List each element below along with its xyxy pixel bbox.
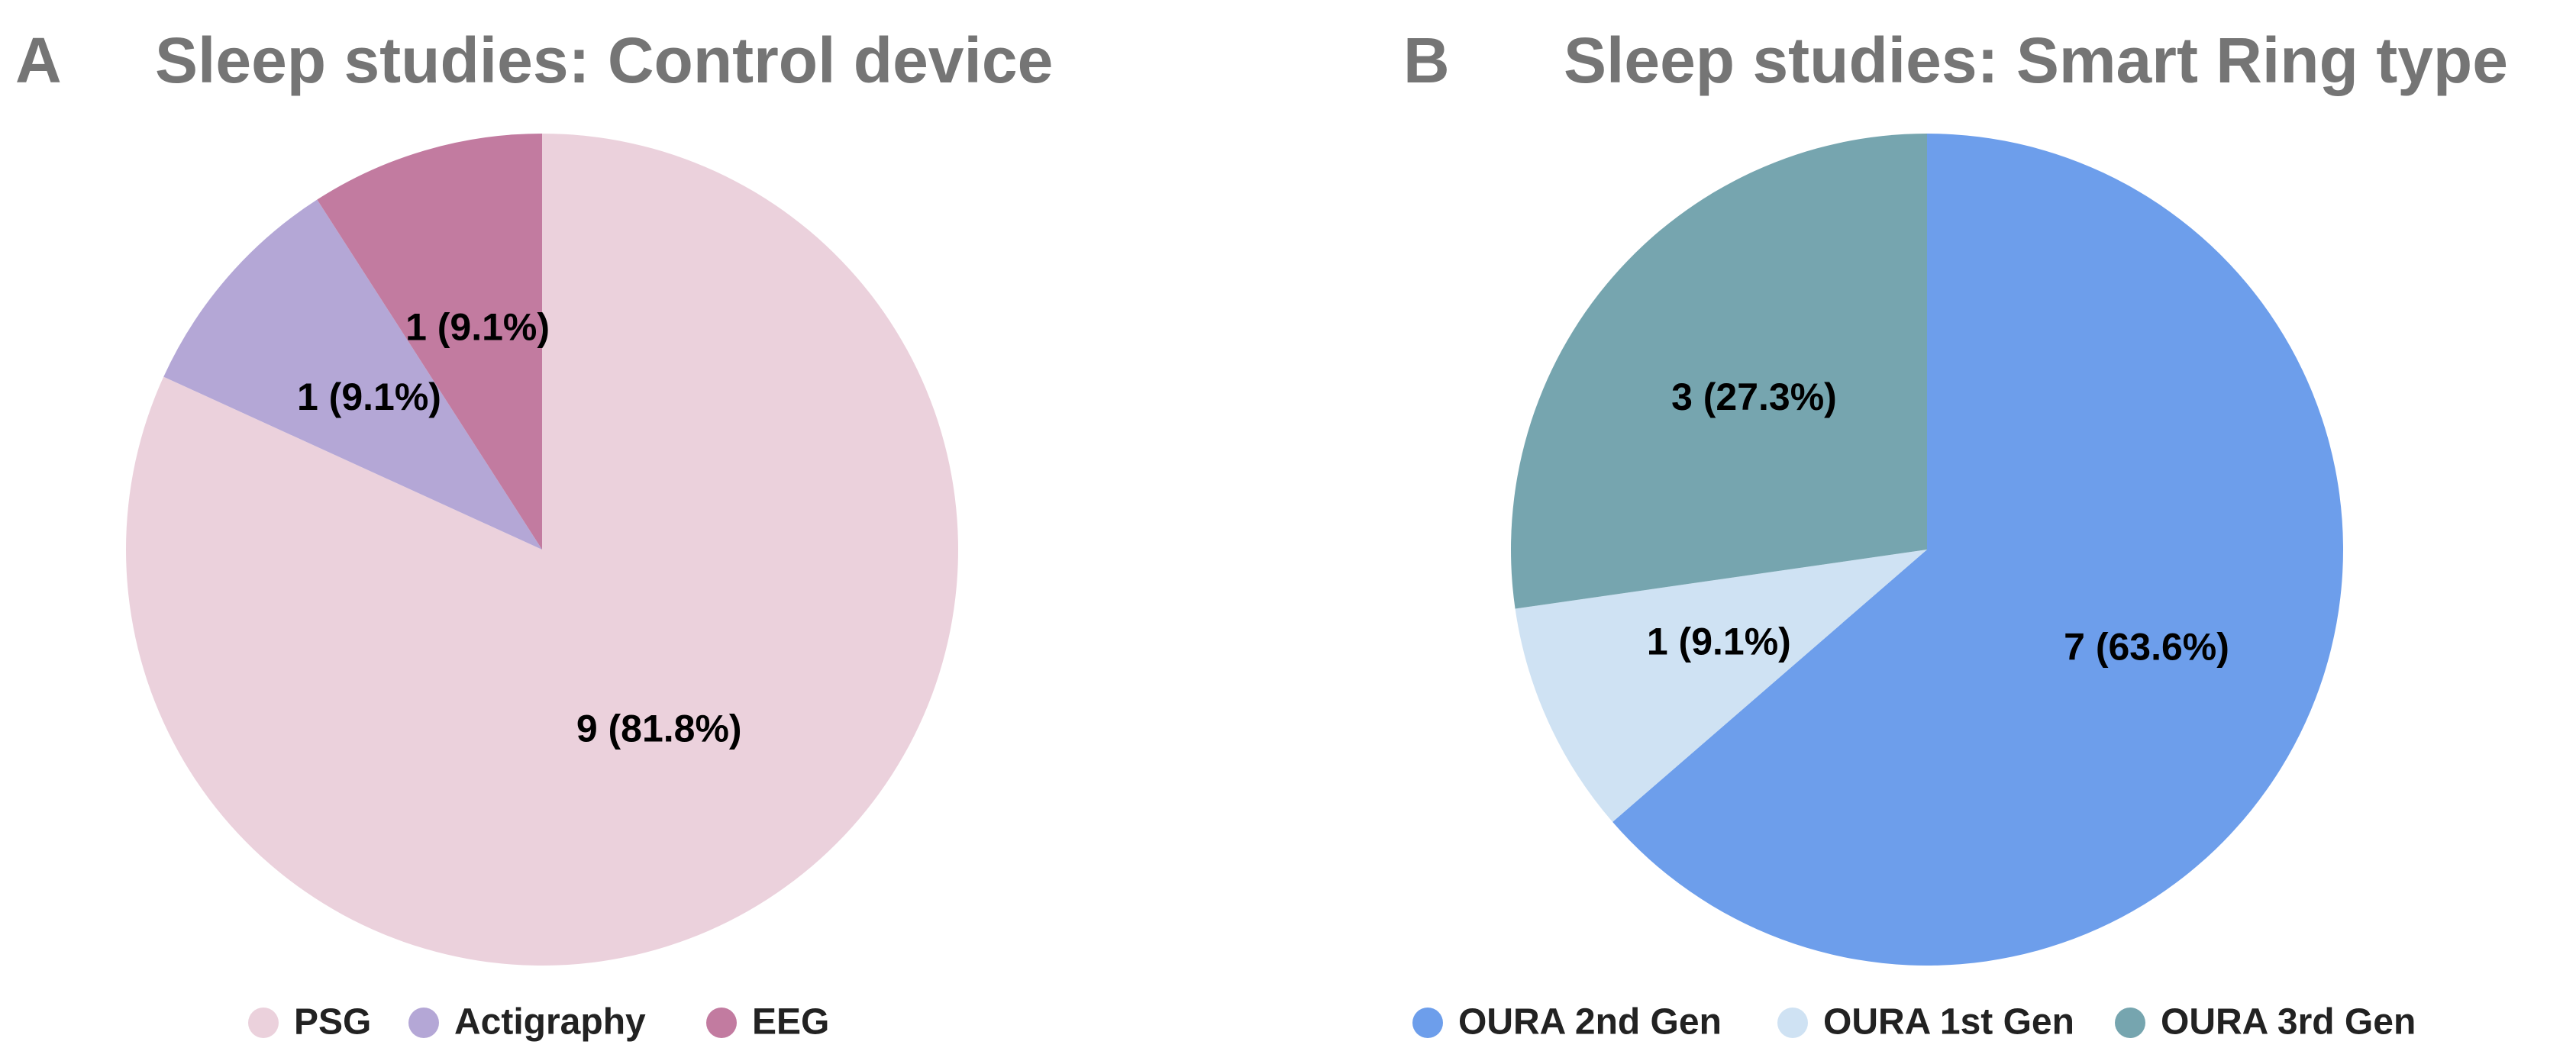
legend-item: OURA 3rd Gen xyxy=(2115,1002,2416,1043)
legend-label: OURA 3rd Gen xyxy=(2161,1002,2416,1043)
pie-slice-actigraphy xyxy=(163,199,543,550)
panel-b-legend: OURA 2nd Gen OURA 1st Gen OURA 3rd Gen xyxy=(1412,1002,2416,1043)
panel-b-slice-labels: 7 (63.6%) 1 (9.1%) 3 (27.3%) xyxy=(1647,376,2229,669)
legend-label: OURA 1st Gen xyxy=(1823,1002,2074,1043)
slice-label: 1 (9.1%) xyxy=(1647,621,1791,663)
panel-a-title: Sleep studies: Control device xyxy=(155,24,1053,96)
pie-slice-oura-1st-gen xyxy=(1515,550,1927,822)
pie-slice-psg xyxy=(125,134,958,966)
legend-swatch xyxy=(408,1008,439,1038)
slice-label: 9 (81.8%) xyxy=(576,708,742,750)
panel-b-slices xyxy=(1511,134,2344,966)
legend-swatch xyxy=(706,1008,737,1038)
panel-b: B Sleep studies: Smart Ring type 7 (63.6… xyxy=(1403,24,2508,1043)
legend-item: EEG xyxy=(706,1002,829,1043)
slice-label: 1 (9.1%) xyxy=(405,306,550,349)
pie-slice-oura-2nd-gen xyxy=(1612,134,2344,966)
legend-swatch xyxy=(2115,1008,2145,1038)
legend-label: OURA 2nd Gen xyxy=(1458,1002,1722,1043)
panel-b-letter: B xyxy=(1403,24,1450,96)
slice-label: 3 (27.3%) xyxy=(1671,376,1837,418)
legend-label: EEG xyxy=(752,1002,829,1043)
panel-a-slice-labels: 9 (81.8%) 1 (9.1%) 1 (9.1%) xyxy=(297,306,742,750)
panel-a-legend: PSG Actigraphy EEG xyxy=(248,1002,829,1043)
slice-label: 1 (9.1%) xyxy=(297,376,441,418)
legend-swatch xyxy=(248,1008,279,1038)
legend-label: Actigraphy xyxy=(454,1002,646,1043)
panel-a: A Sleep studies: Control device 9 (81.8%… xyxy=(15,24,1053,1043)
panel-a-slices xyxy=(125,134,958,966)
legend-swatch xyxy=(1777,1008,1808,1038)
legend-item: PSG xyxy=(248,1002,371,1043)
legend-swatch xyxy=(1412,1008,1443,1038)
pie-slice-oura-3rd-gen xyxy=(1511,134,1927,609)
pie-slice-eeg xyxy=(317,134,542,550)
legend-item: OURA 1st Gen xyxy=(1777,1002,2074,1043)
legend-item: OURA 2nd Gen xyxy=(1412,1002,1722,1043)
slice-label: 7 (63.6%) xyxy=(2064,626,2229,669)
legend-label: PSG xyxy=(294,1002,371,1043)
panel-b-title: Sleep studies: Smart Ring type xyxy=(1564,24,2508,96)
legend-item: Actigraphy xyxy=(408,1002,646,1043)
panel-a-letter: A xyxy=(15,24,62,96)
